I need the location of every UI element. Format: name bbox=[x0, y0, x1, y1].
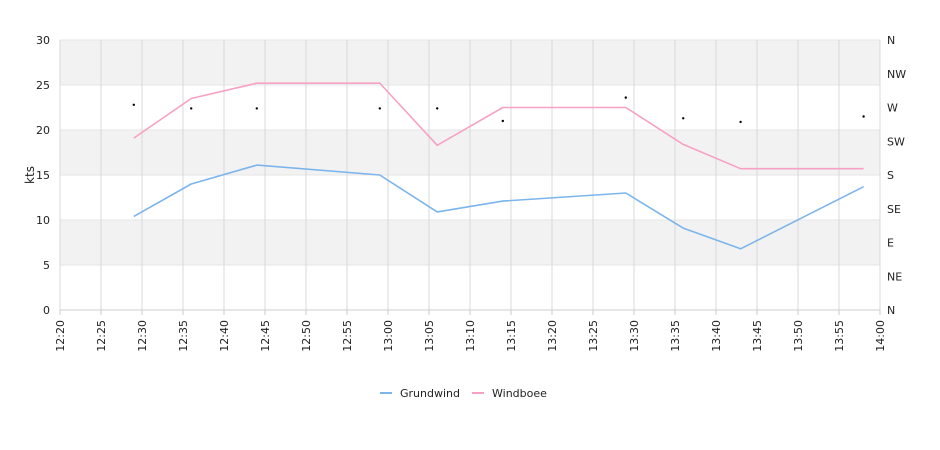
series-line-grundwind bbox=[133, 164, 864, 250]
direction-marker bbox=[682, 117, 685, 120]
y-tick-label: 25 bbox=[36, 79, 50, 92]
vertical-gridlines bbox=[59, 40, 881, 311]
legend-item-windboee[interactable]: Windboee bbox=[472, 387, 547, 400]
x-tick-label: 13:05 bbox=[423, 320, 436, 352]
y-tick-label: 15 bbox=[36, 169, 50, 182]
direction-marker bbox=[378, 107, 381, 110]
y-axis-left: 0 5 10 15 20 25 30 bbox=[36, 34, 50, 317]
x-tick-label: 13:10 bbox=[464, 320, 477, 352]
direction-marker bbox=[190, 107, 193, 110]
x-tick-label: 13:50 bbox=[792, 320, 805, 352]
x-axis: 12:20 12:25 12:30 12:35 12:40 12:45 12:50 12:55… bbox=[54, 310, 887, 352]
direction-marker bbox=[255, 107, 258, 110]
x-tick-label: 12:35 bbox=[177, 320, 190, 352]
x-tick-label: 13:40 bbox=[710, 320, 723, 352]
direction-marker bbox=[132, 103, 135, 107]
x-tick-label: 12:55 bbox=[341, 320, 354, 352]
direction-tick-label: NW bbox=[887, 68, 906, 81]
y-tick-label: 0 bbox=[43, 304, 50, 317]
direction-marker bbox=[739, 120, 742, 124]
x-tick-label: 13:45 bbox=[751, 320, 764, 352]
y-tick-label: 30 bbox=[36, 34, 50, 47]
direction-marker bbox=[862, 115, 865, 118]
direction-tick-label: S bbox=[887, 169, 894, 182]
direction-marker bbox=[501, 119, 504, 123]
x-tick-label: 12:50 bbox=[300, 320, 313, 352]
x-tick-label: 13:25 bbox=[587, 320, 600, 352]
direction-markers bbox=[132, 96, 865, 124]
y-axis-title: kts bbox=[23, 166, 37, 184]
x-tick-label: 13:35 bbox=[669, 320, 682, 352]
x-tick-label: 12:25 bbox=[95, 320, 108, 352]
x-tick-label: 13:00 bbox=[382, 320, 395, 352]
legend-label: Grundwind bbox=[400, 387, 460, 400]
x-tick-label: 13:55 bbox=[833, 320, 846, 352]
direction-tick-label: E bbox=[887, 237, 894, 250]
x-tick-label: 13:30 bbox=[628, 320, 641, 352]
x-tick-label: 13:15 bbox=[505, 320, 518, 352]
direction-tick-label: SW bbox=[887, 135, 905, 148]
y-axis-right-directions: N NE E SE S SW W NW N bbox=[887, 34, 906, 317]
direction-tick-label: NE bbox=[887, 270, 902, 283]
legend-label: Windboee bbox=[492, 387, 547, 400]
direction-tick-label: N bbox=[887, 34, 895, 47]
direction-marker bbox=[624, 96, 627, 99]
series-lines bbox=[133, 82, 864, 250]
x-tick-label: 12:20 bbox=[54, 320, 67, 352]
direction-tick-label: W bbox=[887, 102, 898, 115]
series-line-windboee bbox=[133, 82, 864, 170]
direction-tick-label: N bbox=[887, 304, 895, 317]
x-tick-label: 12:45 bbox=[259, 320, 272, 352]
x-tick-label: 12:40 bbox=[218, 320, 231, 352]
y-tick-label: 5 bbox=[43, 259, 50, 272]
x-tick-label: 14:00 bbox=[874, 320, 887, 352]
legend-item-grundwind[interactable]: Grundwind bbox=[380, 387, 460, 400]
direction-tick-label: SE bbox=[887, 203, 901, 216]
x-tick-label: 12:30 bbox=[136, 320, 149, 352]
legend[interactable]: Grundwind Windboee bbox=[380, 387, 547, 400]
y-tick-label: 20 bbox=[36, 124, 50, 137]
y-tick-label: 10 bbox=[36, 214, 50, 227]
x-tick-label: 13:20 bbox=[546, 320, 559, 352]
direction-marker bbox=[436, 107, 439, 110]
